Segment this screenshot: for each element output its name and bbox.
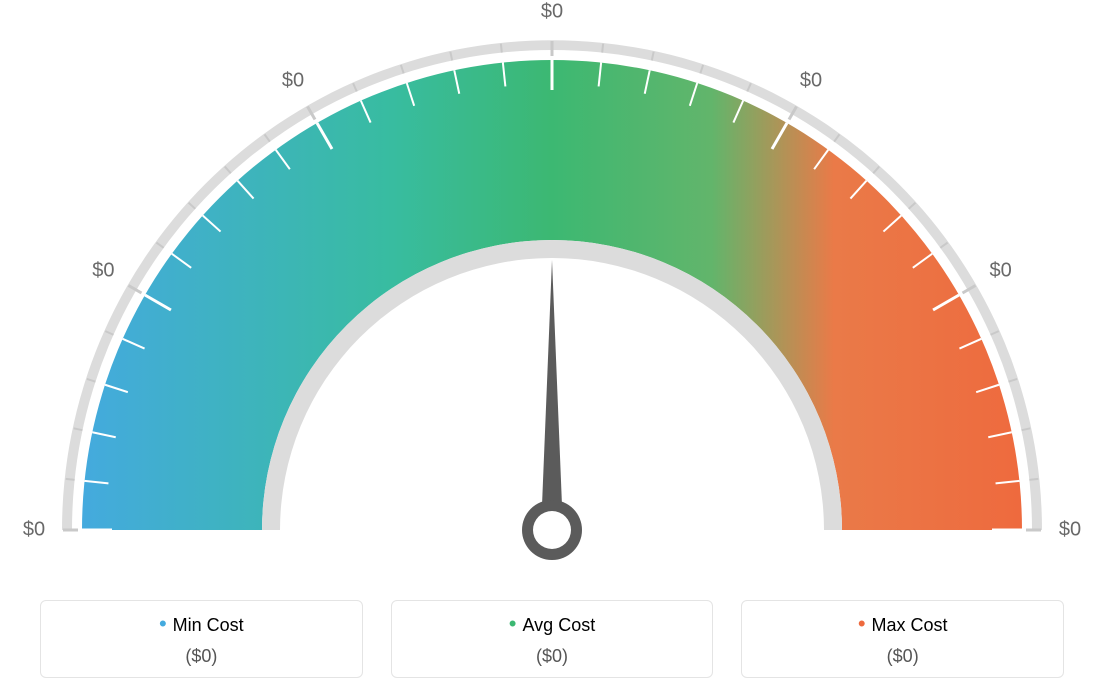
gauge-svg [0, 0, 1104, 560]
legend-row: •Min Cost ($0) •Avg Cost ($0) •Max Cost … [40, 600, 1064, 678]
gauge-tick-label: $0 [1059, 519, 1081, 542]
gauge-tick-label: $0 [800, 70, 822, 93]
legend-text-min: Min Cost [173, 615, 244, 635]
legend-value-avg: ($0) [402, 646, 703, 667]
legend-text-max: Max Cost [872, 615, 948, 635]
legend-value-max: ($0) [752, 646, 1053, 667]
legend-value-min: ($0) [51, 646, 352, 667]
legend-card-max: •Max Cost ($0) [741, 600, 1064, 678]
legend-label-avg: •Avg Cost [402, 615, 703, 636]
gauge-cost-chart: $0 $0 $0 $0 $0 $0 $0 •Min Cost ($0) •Avg Cost … [0, 0, 1104, 690]
gauge-tick-label: $0 [282, 70, 304, 93]
legend-label-max: •Max Cost [752, 615, 1053, 636]
legend-label-min: •Min Cost [51, 615, 352, 636]
gauge-tick-label: $0 [92, 260, 114, 283]
gauge-tick-label: $0 [989, 260, 1011, 283]
gauge-area: $0 $0 $0 $0 $0 $0 $0 [0, 0, 1104, 560]
gauge-tick-label: $0 [23, 519, 45, 542]
legend-card-avg: •Avg Cost ($0) [391, 600, 714, 678]
gauge-tick-label: $0 [541, 1, 563, 24]
legend-card-min: •Min Cost ($0) [40, 600, 363, 678]
legend-text-avg: Avg Cost [523, 615, 596, 635]
